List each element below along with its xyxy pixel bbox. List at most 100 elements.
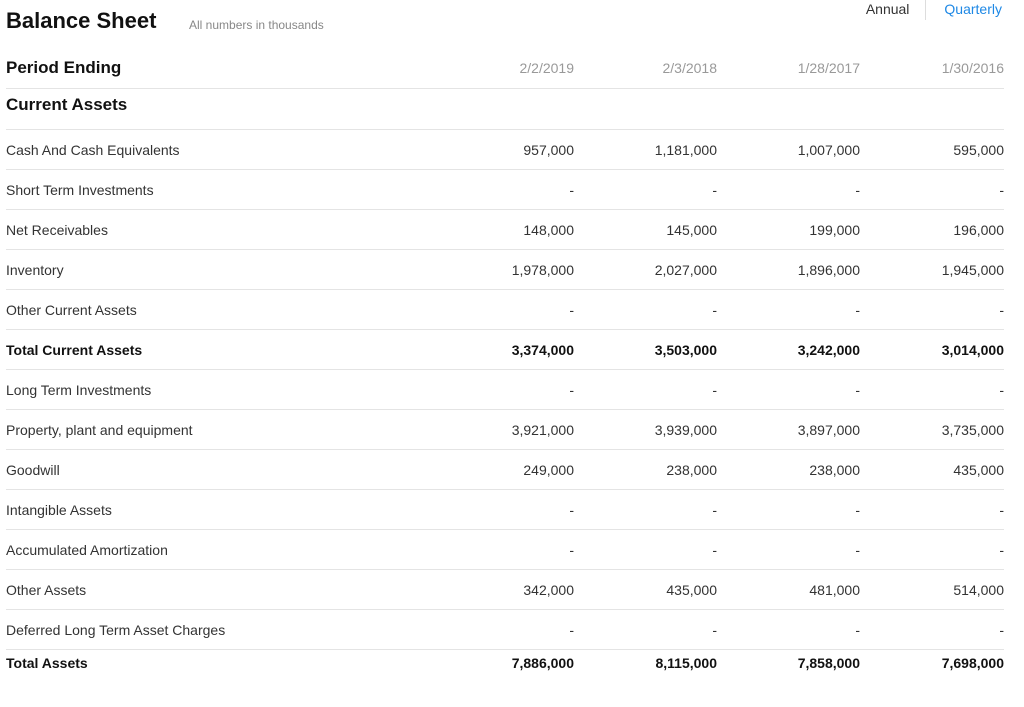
row-value: - bbox=[712, 502, 717, 518]
row-value: - bbox=[855, 622, 860, 638]
period-header-row: Period Ending 2/2/2019 2/3/2018 1/28/201… bbox=[6, 48, 1004, 89]
period-date: 2/3/2018 bbox=[662, 60, 718, 76]
row-value: 957,000 bbox=[523, 142, 574, 158]
row-value: 1,945,000 bbox=[941, 262, 1004, 278]
row-value: 1,007,000 bbox=[797, 142, 860, 158]
table-row: Cash And Cash Equivalents 957,000 1,181,… bbox=[6, 130, 1004, 170]
row-value: 7,886,000 bbox=[511, 655, 574, 671]
row-value: 238,000 bbox=[809, 462, 860, 478]
table-row: Inventory 1,978,000 2,027,000 1,896,000 … bbox=[6, 250, 1004, 290]
row-value: - bbox=[999, 382, 1004, 398]
annual-toggle-option[interactable]: Annual bbox=[865, 1, 910, 17]
row-value: - bbox=[855, 542, 860, 558]
row-value: - bbox=[999, 542, 1004, 558]
toggle-divider bbox=[925, 0, 927, 20]
row-label: Short Term Investments bbox=[6, 182, 154, 198]
row-value: - bbox=[569, 382, 574, 398]
period-toggle: Annual Quarterly bbox=[866, 0, 1002, 20]
table-row: Net Receivables 148,000 145,000 199,000 … bbox=[6, 210, 1004, 250]
row-value: - bbox=[712, 302, 717, 318]
row-value: - bbox=[855, 502, 860, 518]
row-value: 7,858,000 bbox=[797, 655, 860, 671]
period-date: 1/28/2017 bbox=[797, 60, 860, 76]
section-header-row: Current Assets bbox=[6, 89, 1004, 130]
row-value: 481,000 bbox=[809, 582, 860, 598]
row-label: Other Current Assets bbox=[6, 302, 137, 318]
row-value: - bbox=[855, 182, 860, 198]
row-value: - bbox=[569, 622, 574, 638]
row-value: 435,000 bbox=[666, 582, 717, 598]
row-value: - bbox=[569, 182, 574, 198]
row-value: 7,698,000 bbox=[941, 655, 1004, 671]
row-label: Other Assets bbox=[6, 582, 87, 598]
row-value: 3,921,000 bbox=[511, 422, 574, 438]
row-label: Total Assets bbox=[6, 655, 88, 671]
row-value: - bbox=[999, 502, 1004, 518]
row-value: 196,000 bbox=[953, 222, 1004, 238]
row-label: Total Current Assets bbox=[6, 342, 143, 358]
row-value: 3,242,000 bbox=[797, 342, 860, 358]
row-label: Goodwill bbox=[6, 462, 60, 478]
row-value: 435,000 bbox=[953, 462, 1004, 478]
table-row: Other Assets 342,000 435,000 481,000 514… bbox=[6, 570, 1004, 610]
row-label: Cash And Cash Equivalents bbox=[6, 142, 180, 158]
row-value: 595,000 bbox=[953, 142, 1004, 158]
section-title: Current Assets bbox=[6, 95, 128, 114]
row-value: 145,000 bbox=[666, 222, 717, 238]
row-value: 238,000 bbox=[666, 462, 717, 478]
row-label: Deferred Long Term Asset Charges bbox=[6, 622, 226, 638]
row-value: 1,978,000 bbox=[511, 262, 574, 278]
quarterly-toggle-option[interactable]: Quarterly bbox=[944, 1, 1002, 17]
table-row: Deferred Long Term Asset Charges - - - - bbox=[6, 610, 1004, 650]
row-value: 3,374,000 bbox=[511, 342, 574, 358]
row-value: 8,115,000 bbox=[655, 655, 717, 671]
page-header: Balance Sheet All numbers in thousands A… bbox=[6, 0, 1006, 44]
row-value: - bbox=[712, 182, 717, 198]
row-value: - bbox=[712, 622, 717, 638]
row-value: 3,939,000 bbox=[654, 422, 717, 438]
row-value: - bbox=[999, 302, 1004, 318]
page-title: Balance Sheet bbox=[6, 8, 157, 33]
row-label: Intangible Assets bbox=[6, 502, 112, 518]
row-label: Accumulated Amortization bbox=[6, 542, 168, 558]
period-date: 1/30/2016 bbox=[941, 60, 1004, 76]
period-date: 2/2/2019 bbox=[519, 60, 575, 76]
row-value: - bbox=[855, 382, 860, 398]
row-value: - bbox=[712, 542, 717, 558]
row-value: - bbox=[712, 382, 717, 398]
table-row: Long Term Investments - - - - bbox=[6, 370, 1004, 410]
units-note: All numbers in thousands bbox=[189, 18, 324, 32]
row-label: Property, plant and equipment bbox=[6, 422, 193, 438]
table-row: Property, plant and equipment 3,921,000 … bbox=[6, 410, 1004, 450]
row-value: 2,027,000 bbox=[654, 262, 717, 278]
row-value: 249,000 bbox=[523, 462, 574, 478]
row-label: Net Receivables bbox=[6, 222, 108, 238]
row-value: 1,181,000 bbox=[654, 142, 717, 158]
table-row: Goodwill 249,000 238,000 238,000 435,000 bbox=[6, 450, 1004, 490]
table-row: Intangible Assets - - - - bbox=[6, 490, 1004, 530]
row-label: Inventory bbox=[6, 262, 64, 278]
row-value: 3,897,000 bbox=[797, 422, 860, 438]
period-ending-label: Period Ending bbox=[6, 58, 122, 77]
row-value: - bbox=[999, 622, 1004, 638]
row-value: 3,014,000 bbox=[941, 342, 1004, 358]
row-value: - bbox=[569, 302, 574, 318]
row-value: 199,000 bbox=[809, 222, 860, 238]
total-row: Total Current Assets 3,374,000 3,503,000… bbox=[6, 330, 1004, 370]
row-value: - bbox=[999, 182, 1004, 198]
row-value: 342,000 bbox=[523, 582, 574, 598]
total-row: Total Assets 7,886,000 8,115,000 7,858,0… bbox=[6, 650, 1004, 683]
row-value: - bbox=[569, 542, 574, 558]
table-row: Short Term Investments - - - - bbox=[6, 170, 1004, 210]
row-value: 3,735,000 bbox=[941, 422, 1004, 438]
row-value: 514,000 bbox=[953, 582, 1004, 598]
table-row: Other Current Assets - - - - bbox=[6, 290, 1004, 330]
balance-sheet-table: Period Ending 2/2/2019 2/3/2018 1/28/201… bbox=[6, 48, 1004, 683]
row-value: 1,896,000 bbox=[797, 262, 860, 278]
table-row: Accumulated Amortization - - - - bbox=[6, 530, 1004, 570]
row-value: - bbox=[569, 502, 574, 518]
row-value: - bbox=[855, 302, 860, 318]
row-value: 3,503,000 bbox=[654, 342, 717, 358]
row-label: Long Term Investments bbox=[6, 382, 152, 398]
row-value: 148,000 bbox=[523, 222, 574, 238]
